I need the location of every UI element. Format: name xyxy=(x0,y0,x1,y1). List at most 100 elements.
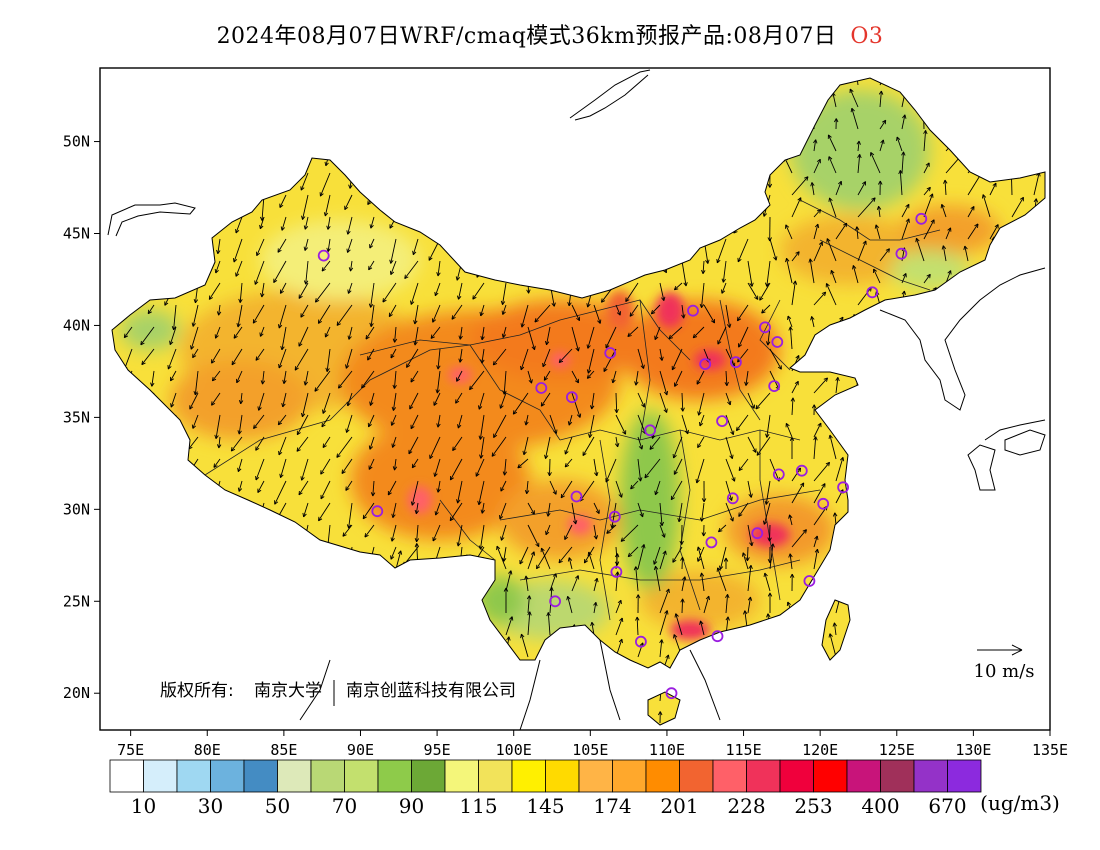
wind-arrow xyxy=(336,436,353,458)
wind-arrow xyxy=(699,572,705,592)
colorbar-cell xyxy=(411,759,446,793)
wind-arrow xyxy=(369,392,375,406)
title-main: 2024年08月07日WRF/cmaq模式36km预报产品:08月07日 xyxy=(216,24,837,49)
wind-arrow xyxy=(409,392,419,410)
wind-arrow xyxy=(671,348,683,371)
wind-arrow xyxy=(502,546,507,562)
wind-arrow xyxy=(273,260,287,283)
wind-arrow xyxy=(680,556,685,570)
wind-arrow xyxy=(259,216,265,230)
wind-arrow xyxy=(123,326,133,339)
wind-arrow xyxy=(813,436,818,460)
wind-arrow xyxy=(614,392,619,414)
wind-arrow xyxy=(392,326,398,343)
wind-arrow xyxy=(670,480,683,501)
wind-arrow xyxy=(857,240,867,262)
wind-arrow xyxy=(369,216,375,229)
y-tick-label: 20N xyxy=(63,684,90,702)
wind-arrow xyxy=(744,370,749,386)
x-tick-label: 80E xyxy=(194,741,221,759)
wind-arrow xyxy=(520,633,529,658)
y-tick-label: 35N xyxy=(63,408,90,426)
wind-arrow xyxy=(813,139,818,152)
wind-arrow xyxy=(512,392,529,415)
wind-arrow xyxy=(762,502,771,525)
wind-arrow xyxy=(582,436,595,456)
x-axis: 75E 80E 85E 90E 95E 100E 105E 110E 115E 120E 125E 1… xyxy=(117,730,1068,759)
wind-arrow xyxy=(500,524,507,541)
wind-arrow xyxy=(429,436,441,460)
wind-arrow xyxy=(785,257,793,284)
colorbar-tick-label: 115 xyxy=(459,794,497,818)
wind-arrow xyxy=(259,326,265,337)
wind-arrow xyxy=(345,480,353,491)
wind-arrow xyxy=(314,282,331,303)
wind-arrow xyxy=(238,282,243,303)
wind-arrow xyxy=(433,392,441,406)
wind-arrow xyxy=(825,283,837,306)
wind-arrow xyxy=(567,557,573,570)
wind-arrow xyxy=(368,436,375,450)
wind-arrow xyxy=(433,458,441,477)
wind-arrow xyxy=(658,711,663,724)
wind-arrow xyxy=(615,304,621,316)
city-marker xyxy=(610,566,623,578)
wind-arrow xyxy=(637,458,643,482)
wind-arrow xyxy=(478,414,485,440)
x-tick-label: 120E xyxy=(802,741,838,759)
wind-arrow xyxy=(813,535,819,548)
wind-arrow xyxy=(571,392,582,418)
wind-arrow xyxy=(878,90,884,108)
wind-arrow xyxy=(769,543,775,570)
city-marker xyxy=(570,490,583,503)
wind-arrow xyxy=(761,304,771,314)
city-marker xyxy=(759,321,771,334)
wind-arrow xyxy=(298,326,309,347)
wind-arrow xyxy=(679,524,684,545)
wind-arrow xyxy=(540,392,551,407)
title-species: O3 xyxy=(850,24,884,49)
wind-arrow xyxy=(629,304,639,317)
wind-arrow xyxy=(214,326,221,339)
wind-arrow xyxy=(747,282,759,300)
wind-arrow xyxy=(564,524,573,540)
wind-arrow xyxy=(898,170,903,196)
wind-arrow xyxy=(567,414,573,426)
city-marker xyxy=(644,424,656,437)
wind-arrow xyxy=(517,458,529,469)
city-marker xyxy=(895,247,908,260)
wind-arrow xyxy=(549,480,557,495)
wind-arrow xyxy=(856,140,861,152)
wind-arrow xyxy=(659,370,669,396)
wind-arrow xyxy=(874,224,881,240)
wind-arrow xyxy=(519,546,529,565)
x-tick-label: 95E xyxy=(424,741,451,759)
wind-arrow xyxy=(723,557,729,569)
wind-arrow xyxy=(167,348,177,370)
wind-arrow xyxy=(644,458,661,479)
wind-arrow xyxy=(677,502,683,523)
wind-arrow xyxy=(434,282,441,297)
city-marker xyxy=(726,492,739,505)
wind-arrow xyxy=(989,182,997,196)
wind-arrow xyxy=(901,203,910,218)
wind-arrow xyxy=(370,480,376,497)
wind-arrow xyxy=(813,377,829,394)
wind-arrow xyxy=(456,370,463,382)
city-marker xyxy=(687,304,699,317)
wind-arrow xyxy=(699,414,705,427)
wind-arrow xyxy=(211,348,221,364)
wind-arrow xyxy=(571,370,579,384)
wind-arrow xyxy=(503,587,509,613)
wind-arrow xyxy=(633,566,639,592)
wind-arrow xyxy=(627,546,639,558)
national-border xyxy=(111,77,1046,726)
wind-arrow xyxy=(674,613,683,636)
wind-arrow xyxy=(755,392,771,410)
wind-arrow xyxy=(452,436,463,451)
wind-arrow xyxy=(587,551,595,570)
wind-arrow xyxy=(828,156,837,174)
wind-arrow xyxy=(337,370,353,389)
wind-arrow xyxy=(593,458,599,477)
wind-arrow xyxy=(361,370,375,389)
